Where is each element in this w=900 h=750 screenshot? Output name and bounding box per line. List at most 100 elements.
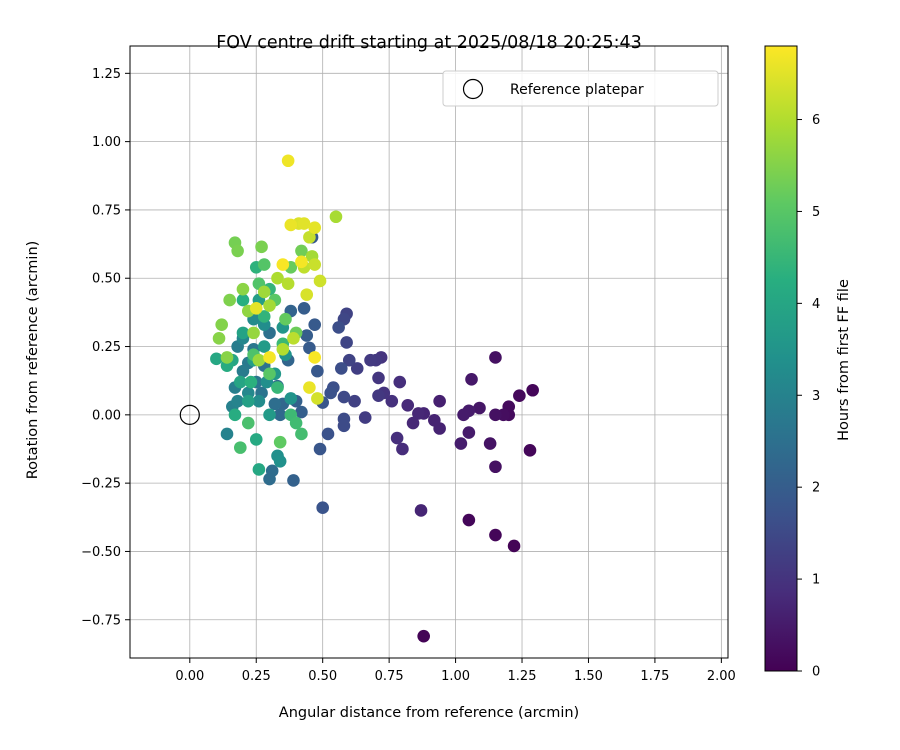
data-point (364, 353, 377, 367)
data-point (526, 383, 539, 397)
data-point (372, 389, 385, 403)
data-point (308, 258, 322, 271)
data-point (287, 332, 300, 345)
y-axis-ticks: −0.75 −0.50 −0.25 0.00 0.25 0.50 0.75 1.00 1.25 (81, 67, 130, 628)
data-point (233, 441, 247, 454)
colorbar-ticks: 0 1 2 3 4 5 6 (797, 113, 820, 680)
data-point (390, 431, 404, 445)
colorbar-tick-label: 3 (812, 389, 820, 404)
data-point (303, 341, 316, 355)
data-point (462, 426, 476, 439)
x-tick-label: 0.25 (242, 669, 271, 684)
y-tick-label: 0.25 (92, 340, 121, 355)
legend-box (442, 70, 719, 107)
data-point (396, 442, 409, 456)
data-point (249, 301, 263, 315)
data-point (489, 408, 502, 422)
data-point (295, 427, 308, 441)
y-tick-label: 0.75 (92, 203, 121, 218)
data-point (489, 460, 502, 474)
x-tick-label: 0.50 (308, 669, 337, 684)
data-point (295, 405, 308, 419)
data-point (295, 244, 308, 258)
colorbar-gradient (764, 45, 798, 672)
y-tick-label: 1.25 (92, 67, 121, 82)
data-point (252, 394, 266, 408)
data-point (454, 437, 468, 450)
colorbar-label: Hours from first FF file (836, 279, 852, 441)
legend-entry-reference: Reference platepar (510, 82, 644, 98)
data-point (513, 389, 526, 403)
data-point (268, 397, 282, 411)
data-point (257, 285, 271, 299)
y-tick-label: 0.00 (92, 408, 121, 423)
data-point (308, 318, 322, 331)
colorbar: 0 1 2 3 4 5 6 Hours from first FF file (764, 45, 852, 680)
colorbar-tick-label: 1 (812, 573, 820, 588)
data-point (233, 375, 247, 389)
data-point (348, 394, 361, 408)
data-point (337, 390, 351, 404)
data-point (273, 408, 287, 422)
data-point (342, 353, 356, 367)
data-point (231, 244, 244, 258)
colorbar-tick-label: 5 (812, 205, 820, 220)
data-point (316, 501, 329, 515)
y-tick-label: 1.00 (92, 135, 121, 150)
x-tick-label: 1.75 (640, 669, 669, 684)
data-point (273, 435, 287, 449)
colorbar-tick-label: 0 (812, 665, 820, 680)
data-point (473, 401, 486, 415)
data-point (228, 408, 242, 422)
legend: Reference platepar (442, 70, 719, 107)
data-point (212, 332, 226, 345)
data-point (340, 336, 353, 349)
data-point (263, 351, 276, 364)
data-point (406, 416, 420, 430)
x-tick-label: 1.25 (508, 669, 537, 684)
data-point (220, 351, 234, 364)
y-tick-label: 0.50 (92, 272, 121, 287)
plot-frame (129, 45, 729, 659)
x-axis-ticks: 0.00 0.25 0.50 0.75 1.00 1.25 1.50 1.75 2.00 (175, 658, 736, 684)
data-point (263, 472, 276, 486)
x-axis-label: Angular distance from reference (arcmin) (279, 705, 579, 721)
data-point (313, 274, 327, 288)
x-tick-label: 0.75 (375, 669, 404, 684)
data-point (311, 392, 324, 405)
data-point (332, 321, 345, 334)
data-point (271, 381, 284, 394)
data-point (465, 373, 478, 386)
data-point (462, 513, 476, 527)
data-point (457, 408, 470, 422)
data-point (273, 454, 287, 468)
data-point (414, 504, 428, 517)
data-point (276, 258, 290, 271)
data-point (372, 371, 385, 385)
data-point (247, 326, 260, 340)
data-point (303, 381, 316, 394)
x-tick-label: 1.50 (574, 669, 603, 684)
data-point (236, 326, 250, 340)
data-point (276, 342, 290, 356)
colorbar-tick-label: 2 (812, 481, 820, 496)
data-point (523, 444, 537, 457)
data-point (279, 312, 292, 326)
y-tick-label: −0.25 (81, 477, 121, 492)
data-point (433, 394, 446, 408)
data-point (263, 408, 276, 422)
data-point (271, 271, 284, 285)
colorbar-tick-label: 6 (812, 113, 820, 128)
data-point (244, 375, 258, 389)
data-point (401, 398, 415, 412)
data-point (281, 277, 295, 290)
data-point (257, 340, 271, 353)
grid-lines (130, 46, 728, 658)
data-point (297, 217, 311, 230)
data-point (263, 367, 276, 381)
data-point (303, 230, 316, 244)
data-point (334, 362, 348, 375)
data-point (236, 293, 250, 307)
data-point (220, 427, 234, 441)
